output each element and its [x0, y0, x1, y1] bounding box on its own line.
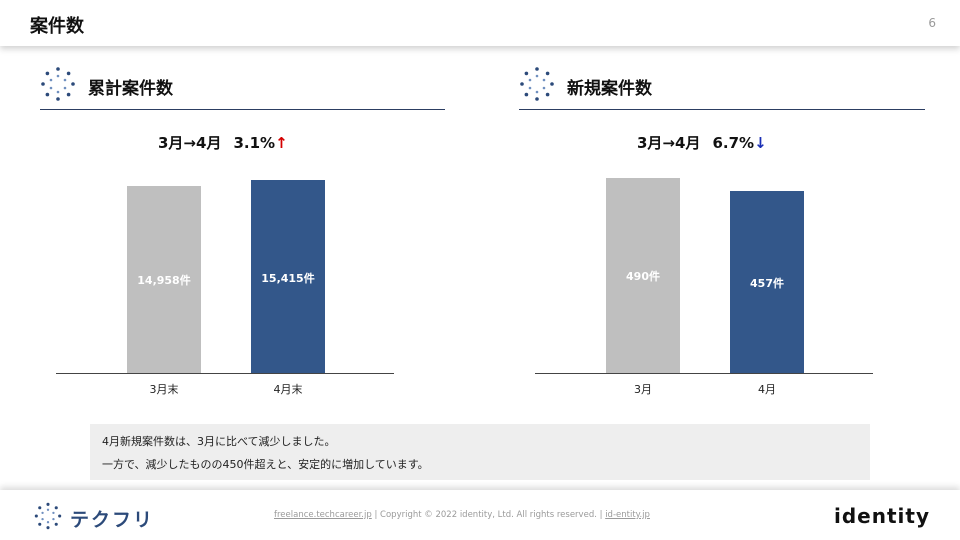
techcareer-link[interactable]: freelance.techcareer.jp [274, 510, 372, 520]
brand-name: テクフリ [70, 509, 155, 531]
note-line: 一方で、減少したものの450件超えと、安定的に増加しています。 [102, 458, 429, 471]
bar-value-label: 490件 [626, 270, 660, 284]
section-title: 新規案件数 [567, 79, 652, 99]
identity-logo: identity [834, 504, 930, 528]
footer-bar: テクフリ freelance.techcareer.jp | Copyright… [0, 490, 960, 540]
bar-3月末: 14,958件 [127, 185, 201, 373]
bar-value-label: 457件 [750, 277, 784, 291]
note-line: 4月新規案件数は、3月に比べて減少しました。 [102, 435, 336, 448]
dots-ring-icon [34, 502, 62, 530]
category-label: 4月 [758, 383, 776, 396]
footer-links: freelance.techcareer.jp | Copyright © 20… [274, 510, 650, 520]
section-title: 累計案件数 [88, 79, 173, 99]
arrow-up-icon: ↑ [275, 134, 288, 152]
bar-4月末: 15,415件 [251, 180, 325, 373]
header-bar: 案件数 6 [0, 0, 960, 46]
x-axis-line [535, 373, 873, 374]
section-header-new: 新規案件数 [519, 66, 925, 110]
copyright-text: | Copyright © 2022 identity, Ltd. All ri… [371, 510, 606, 520]
change-summary-new: 3月→4月 6.7%↓ [637, 132, 767, 153]
change-period: 3月→4月 [637, 134, 701, 152]
new-bar-chart: 490件 3月 457件 4月 [535, 160, 875, 400]
bar-value-label: 15,415件 [261, 271, 315, 285]
page-number: 6 [928, 16, 936, 30]
dots-ring-icon [520, 67, 554, 101]
identity-link[interactable]: id-entity.jp [605, 510, 650, 520]
change-summary-cumulative: 3月→4月 3.1%↑ [158, 132, 288, 153]
section-header-cumulative: 累計案件数 [40, 66, 445, 110]
bar-3月: 490件 [606, 177, 680, 373]
arrow-down-icon: ↓ [754, 134, 767, 152]
change-period: 3月→4月 [158, 134, 222, 152]
page-title: 案件数 [30, 16, 84, 37]
bar-4月: 457件 [730, 191, 804, 373]
dots-ring-icon [41, 67, 75, 101]
category-label: 4月末 [273, 383, 303, 396]
change-percent: 6.7% [712, 134, 755, 152]
category-label: 3月 [634, 383, 652, 396]
bar-value-label: 14,958件 [137, 274, 191, 288]
change-percent: 3.1% [233, 134, 276, 152]
cumulative-bar-chart: 14,958件 3月末 15,415件 4月末 [56, 160, 396, 400]
category-label: 3月末 [149, 383, 179, 396]
x-axis-line [56, 373, 394, 374]
summary-note: 4月新規案件数は、3月に比べて減少しました。 一方で、減少したものの450件超え… [90, 424, 870, 480]
